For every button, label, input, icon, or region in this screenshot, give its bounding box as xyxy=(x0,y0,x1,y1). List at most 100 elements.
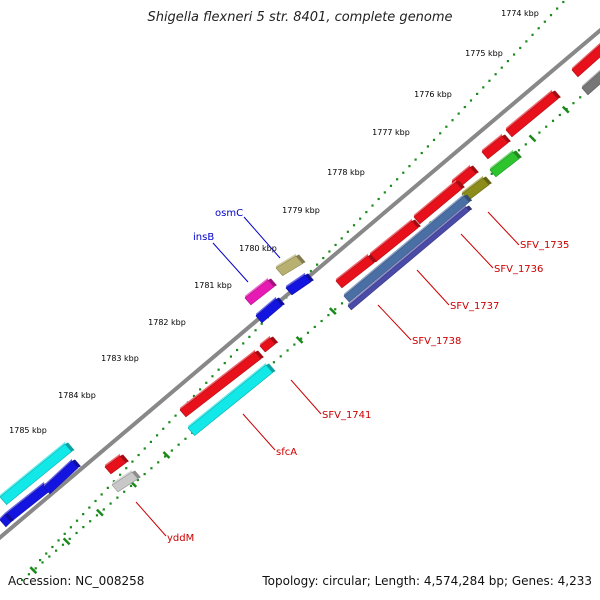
ruler-dot xyxy=(88,506,91,509)
ruler-dot xyxy=(168,421,171,424)
label-connector xyxy=(416,269,450,306)
track-dot xyxy=(95,514,99,517)
track-dot xyxy=(27,573,31,576)
ruler-dot xyxy=(69,526,72,529)
ruler-dot xyxy=(125,467,128,470)
gene-gray-top-right[interactable] xyxy=(581,69,600,96)
gene-green[interactable] xyxy=(489,149,522,178)
track-dot xyxy=(55,549,58,552)
gene-labels: osmC insB SFV_1735 SFV_1736 SFV_1737 SFV_1738… xyxy=(167,208,569,544)
gene-label-yddM[interactable]: yddM xyxy=(167,533,194,544)
kbp-label: 1783 kbp xyxy=(101,354,139,363)
gene-label-SFV_1737[interactable]: SFV_1737 xyxy=(450,301,499,312)
ruler-dot xyxy=(445,125,448,128)
track-tick xyxy=(528,134,537,143)
ruler-dot xyxy=(549,14,553,17)
track-dot xyxy=(545,125,548,128)
track-dot xyxy=(334,308,337,311)
gene-sfv-1738[interactable] xyxy=(347,204,473,311)
ruler-dot xyxy=(223,362,226,365)
ruler-dot xyxy=(260,322,263,325)
gene-sfcA[interactable] xyxy=(187,362,276,437)
gene-label-sfcA[interactable]: sfcA xyxy=(276,447,297,458)
map-title: Shigella flexneri 5 str. 8401, complete … xyxy=(147,10,453,25)
ruler-dot xyxy=(531,33,534,36)
track-dot xyxy=(517,149,521,152)
track-dot xyxy=(89,520,92,523)
track-tick xyxy=(96,508,104,517)
ruler-dot xyxy=(205,381,208,384)
accession-label: Accession: NC_008258 xyxy=(8,574,145,588)
ruler-dot xyxy=(463,105,466,109)
gene-red-small[interactable] xyxy=(259,335,279,353)
ruler-dot xyxy=(439,132,442,135)
track-dot xyxy=(21,579,24,582)
ruler-dot xyxy=(525,40,528,43)
ruler-dot xyxy=(414,158,417,161)
label-connector xyxy=(487,211,520,246)
gene-red[interactable] xyxy=(505,89,561,138)
gene-label-insB[interactable]: insB xyxy=(193,232,214,243)
track-dot xyxy=(34,567,37,570)
gene-osmC[interactable] xyxy=(275,253,306,276)
track-dot xyxy=(579,96,582,99)
gene-olive[interactable] xyxy=(461,175,492,202)
kbp-label: 1774 kbp xyxy=(501,9,539,18)
gene-label-SFV_1741[interactable]: SFV_1741 xyxy=(322,410,371,421)
ruler-dot xyxy=(211,375,214,378)
gene-red[interactable] xyxy=(481,133,511,160)
gene-features[interactable] xyxy=(0,42,600,528)
gene-insB[interactable] xyxy=(244,277,277,306)
ruler-dot xyxy=(457,112,460,115)
ruler-dot xyxy=(519,46,522,50)
track-dot xyxy=(61,543,65,546)
gene-label-osmC[interactable]: osmC xyxy=(215,208,243,219)
track-dot xyxy=(279,355,282,358)
ruler-dot xyxy=(482,86,485,89)
label-connector xyxy=(243,216,281,259)
ruler-dot xyxy=(500,66,503,69)
ruler-dot xyxy=(383,191,386,194)
gene-red-top-right[interactable] xyxy=(571,42,600,78)
track-dot xyxy=(157,461,160,464)
ruler-dot xyxy=(57,539,60,542)
track-dot xyxy=(558,113,561,117)
gene-yddM[interactable] xyxy=(111,469,141,493)
ruler-dot xyxy=(408,165,411,168)
gene-label-SFV_1736[interactable]: SFV_1736 xyxy=(494,264,543,275)
ruler-dot xyxy=(556,7,559,10)
ruler-dot xyxy=(512,53,516,56)
gene-red[interactable] xyxy=(335,253,377,289)
ruler-dot xyxy=(137,453,140,457)
gene-label-SFV_1735[interactable]: SFV_1735 xyxy=(520,240,569,251)
gene-yddM-adjacent[interactable] xyxy=(104,453,129,475)
ruler-dot xyxy=(155,434,159,437)
ruler-dot xyxy=(149,440,152,444)
ruler-dot xyxy=(143,447,146,450)
track-dot xyxy=(184,437,187,440)
ruler-dot xyxy=(82,513,85,516)
track-dot xyxy=(41,561,44,564)
ruler-dot xyxy=(119,473,122,476)
ruler-dot xyxy=(235,348,239,352)
gene-blue[interactable] xyxy=(255,296,285,324)
track-dot xyxy=(48,555,51,558)
track-dot xyxy=(177,443,180,446)
gene-blue-edge[interactable] xyxy=(0,512,14,528)
ruler-dot xyxy=(469,99,473,102)
gene-blue[interactable] xyxy=(285,272,314,296)
gene-red[interactable] xyxy=(413,179,465,225)
gene-cyan-left[interactable] xyxy=(0,441,75,506)
track-dot xyxy=(572,102,575,105)
label-connector xyxy=(460,233,494,269)
gene-sfv-1741[interactable] xyxy=(179,349,264,418)
gene-red[interactable] xyxy=(369,218,421,263)
ruler-dot xyxy=(45,552,48,555)
ruler-dot xyxy=(346,230,349,233)
gene-blue-left[interactable] xyxy=(43,458,81,495)
gene-label-SFV_1738[interactable]: SFV_1738 xyxy=(412,336,461,347)
kbp-label: 1782 kbp xyxy=(148,318,186,327)
gene-sfv-1737[interactable] xyxy=(343,193,473,303)
ruler-dot xyxy=(315,263,319,266)
